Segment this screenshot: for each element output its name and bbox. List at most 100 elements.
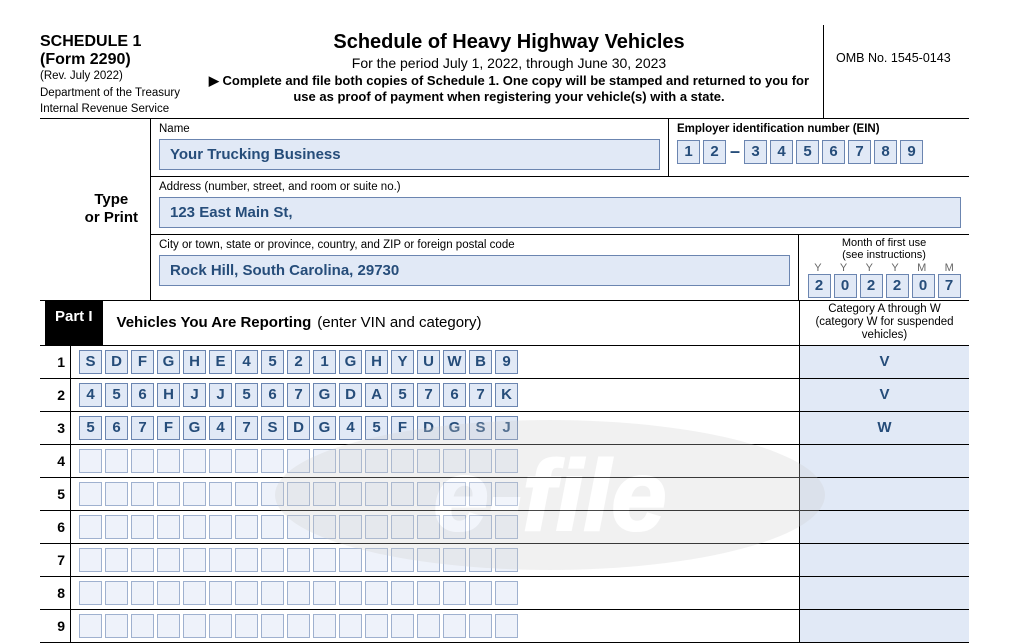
vin-char[interactable]: [261, 581, 284, 605]
vin-char[interactable]: [313, 548, 336, 572]
vin-char[interactable]: [183, 449, 206, 473]
vin-char[interactable]: [469, 482, 492, 506]
vin-char[interactable]: 4: [339, 416, 362, 440]
vin-char[interactable]: [391, 482, 414, 506]
vin-char[interactable]: [495, 581, 518, 605]
vin-char[interactable]: U: [417, 350, 440, 374]
vin-char[interactable]: [261, 482, 284, 506]
vin-char[interactable]: 4: [235, 350, 258, 374]
vin-char[interactable]: [105, 581, 128, 605]
vin-char[interactable]: [131, 614, 154, 638]
vin-char[interactable]: [417, 515, 440, 539]
vin-char[interactable]: [495, 614, 518, 638]
vin-char[interactable]: [443, 614, 466, 638]
vin-char[interactable]: [105, 482, 128, 506]
vin-char[interactable]: [339, 581, 362, 605]
vin-category[interactable]: [799, 577, 969, 609]
vin-boxes[interactable]: [70, 577, 799, 609]
vin-char[interactable]: [209, 449, 232, 473]
vin-char[interactable]: [313, 581, 336, 605]
vin-char[interactable]: [79, 482, 102, 506]
ein-digit[interactable]: 5: [796, 140, 819, 164]
vin-char[interactable]: [391, 449, 414, 473]
vin-char[interactable]: [417, 482, 440, 506]
vin-char[interactable]: 5: [261, 350, 284, 374]
vin-char[interactable]: [417, 548, 440, 572]
vin-char[interactable]: [131, 548, 154, 572]
vin-char[interactable]: [417, 614, 440, 638]
vin-char[interactable]: 5: [391, 383, 414, 407]
vin-char[interactable]: [157, 482, 180, 506]
vin-char[interactable]: [79, 614, 102, 638]
vin-char[interactable]: K: [495, 383, 518, 407]
vin-char[interactable]: [157, 614, 180, 638]
vin-char[interactable]: [313, 482, 336, 506]
vin-char[interactable]: 5: [235, 383, 258, 407]
vin-char[interactable]: F: [391, 416, 414, 440]
vin-char[interactable]: [339, 614, 362, 638]
month-digit[interactable]: 2: [886, 274, 909, 298]
month-digit[interactable]: 7: [938, 274, 961, 298]
vin-char[interactable]: [157, 548, 180, 572]
vin-category[interactable]: W: [799, 412, 969, 444]
vin-char[interactable]: 9: [495, 350, 518, 374]
vin-char[interactable]: [183, 515, 206, 539]
vin-char[interactable]: [391, 614, 414, 638]
vin-char[interactable]: [339, 515, 362, 539]
ein-digit[interactable]: 2: [703, 140, 726, 164]
vin-char[interactable]: 7: [235, 416, 258, 440]
vin-char[interactable]: [365, 548, 388, 572]
vin-char[interactable]: A: [365, 383, 388, 407]
vin-char[interactable]: S: [469, 416, 492, 440]
vin-char[interactable]: [365, 581, 388, 605]
vin-char[interactable]: [261, 515, 284, 539]
vin-char[interactable]: D: [287, 416, 310, 440]
vin-boxes[interactable]: [70, 610, 799, 642]
vin-char[interactable]: [105, 449, 128, 473]
vin-char[interactable]: 7: [417, 383, 440, 407]
vin-char[interactable]: [313, 515, 336, 539]
vin-char[interactable]: H: [365, 350, 388, 374]
vin-char[interactable]: [443, 548, 466, 572]
vin-char[interactable]: [313, 614, 336, 638]
vin-char[interactable]: [157, 449, 180, 473]
vin-char[interactable]: [287, 614, 310, 638]
vin-boxes[interactable]: 456HJJ567GDA5767K: [70, 379, 799, 411]
vin-char[interactable]: [365, 614, 388, 638]
vin-char[interactable]: [391, 548, 414, 572]
vin-char[interactable]: [105, 614, 128, 638]
ein-boxes[interactable]: 12–3456789: [677, 140, 961, 164]
vin-char[interactable]: D: [417, 416, 440, 440]
month-digit[interactable]: 2: [860, 274, 883, 298]
vin-char[interactable]: 7: [287, 383, 310, 407]
vin-char[interactable]: [495, 548, 518, 572]
vin-char[interactable]: [105, 548, 128, 572]
vin-char[interactable]: [235, 548, 258, 572]
vin-char[interactable]: [287, 548, 310, 572]
vin-char[interactable]: 6: [131, 383, 154, 407]
vin-boxes[interactable]: [70, 478, 799, 510]
vin-char[interactable]: 5: [365, 416, 388, 440]
vin-char[interactable]: [287, 515, 310, 539]
vin-char[interactable]: [469, 581, 492, 605]
vin-char[interactable]: [157, 515, 180, 539]
vin-char[interactable]: 5: [79, 416, 102, 440]
name-input[interactable]: Your Trucking Business: [159, 139, 660, 170]
vin-category[interactable]: [799, 610, 969, 642]
vin-char[interactable]: [417, 581, 440, 605]
vin-char[interactable]: [391, 581, 414, 605]
vin-char[interactable]: H: [157, 383, 180, 407]
vin-boxes[interactable]: [70, 511, 799, 543]
vin-char[interactable]: [79, 449, 102, 473]
vin-char[interactable]: D: [339, 383, 362, 407]
vin-boxes[interactable]: 567FG47SDG45FDGSJ: [70, 412, 799, 444]
vin-char[interactable]: G: [157, 350, 180, 374]
vin-char[interactable]: [183, 482, 206, 506]
vin-char[interactable]: [105, 515, 128, 539]
vin-char[interactable]: [365, 449, 388, 473]
ein-digit[interactable]: 7: [848, 140, 871, 164]
ein-digit[interactable]: 8: [874, 140, 897, 164]
vin-char[interactable]: [235, 614, 258, 638]
vin-char[interactable]: E: [209, 350, 232, 374]
vin-category[interactable]: [799, 544, 969, 576]
